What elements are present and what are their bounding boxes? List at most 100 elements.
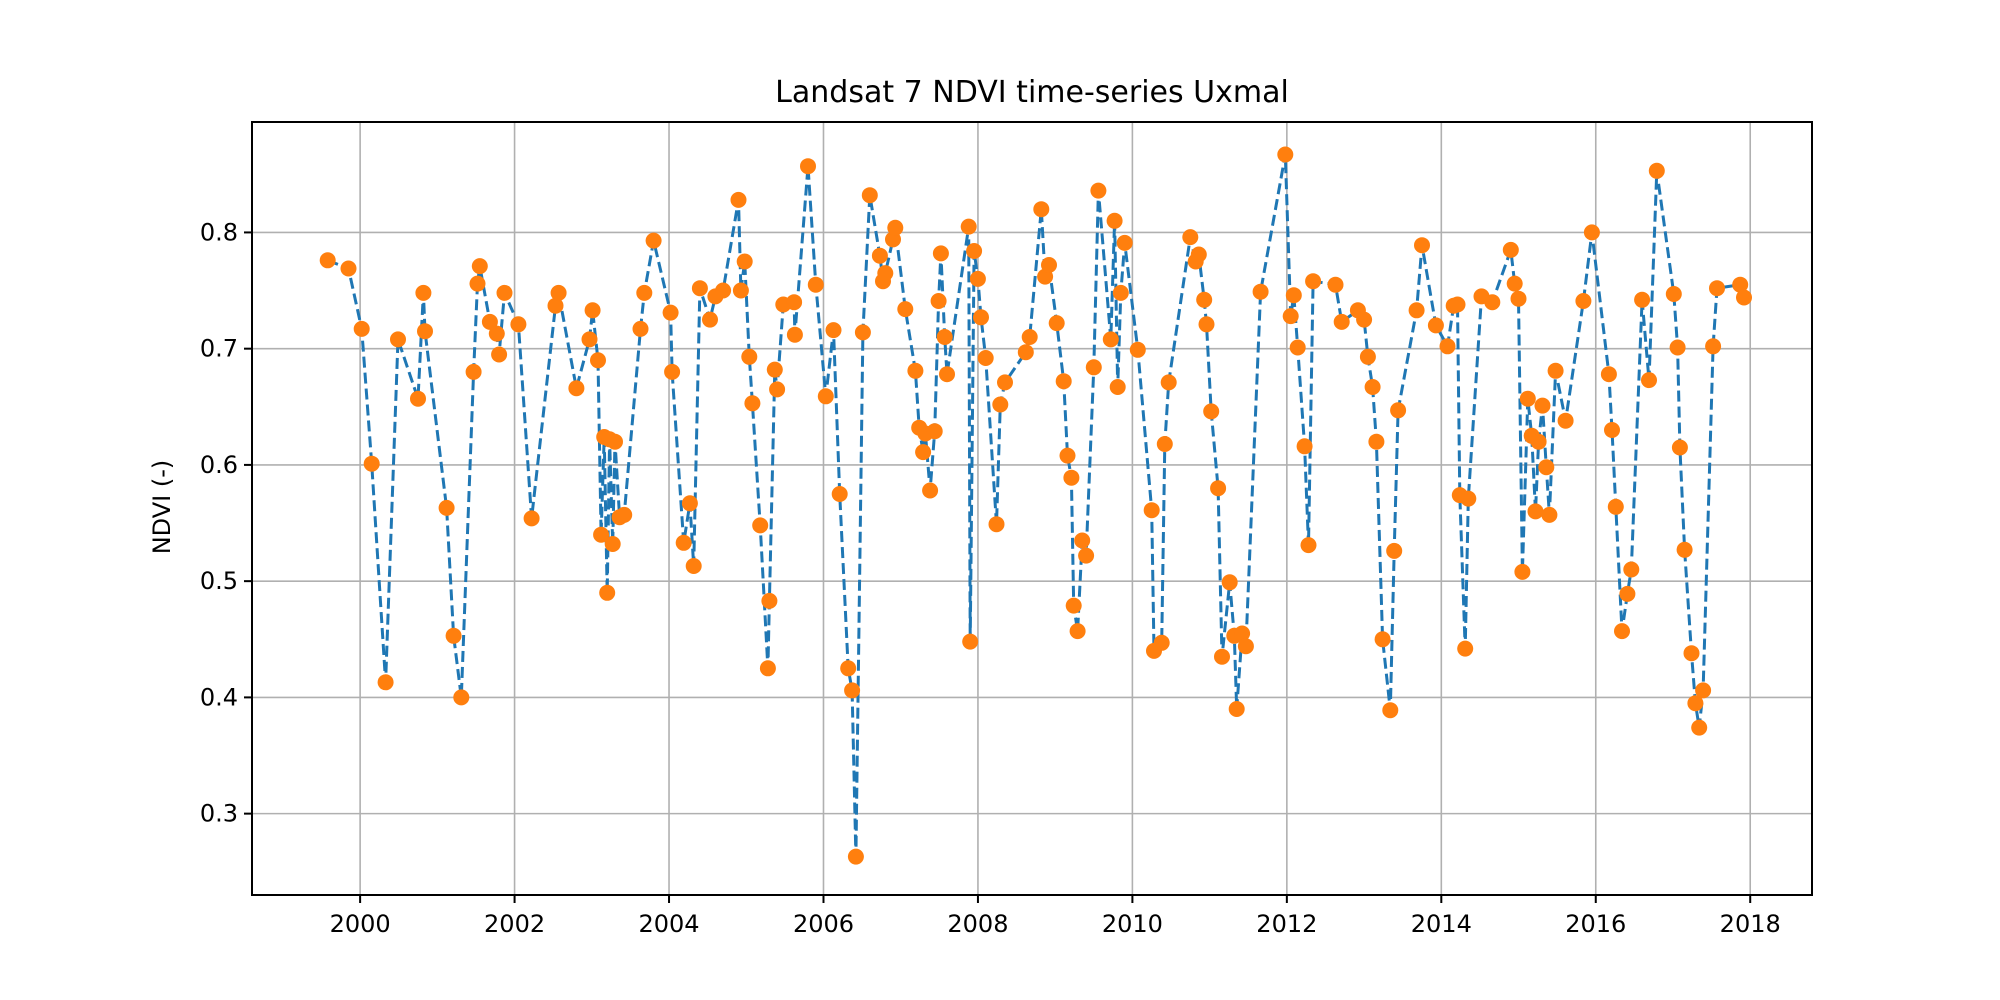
data-point [1510,290,1527,307]
data-point [1547,362,1564,379]
data-point [1607,498,1624,515]
data-point [662,304,679,321]
x-tick-label: 2004 [638,910,699,938]
data-point [1055,373,1072,390]
data-point [1541,506,1558,523]
data-point [1457,640,1474,657]
data-point [847,848,864,865]
data-point [1614,623,1630,640]
data-point [1683,645,1700,662]
data-point [1228,701,1245,717]
data-point [496,284,513,301]
data-point [800,158,816,175]
data-point [807,276,824,293]
data-point [599,584,616,601]
data-point [1695,682,1712,699]
data-point [1669,339,1686,356]
data-point [1196,291,1213,308]
data-point [1214,648,1230,665]
plot-frame [251,121,1813,896]
data-point [1736,289,1752,306]
data-point [471,258,488,275]
data-point [759,660,776,677]
data-point [1506,275,1523,292]
data-point [1368,433,1385,450]
chart-title: Landsat 7 NDVI time-series Uxmal [775,75,1289,110]
y-tick-label: 0.8 [200,218,238,246]
data-point [1109,379,1126,395]
data-point [1382,702,1399,719]
y-axis-label: NDVI (-) [148,460,176,555]
data-point [488,325,505,342]
data-point [932,245,949,262]
data-point [977,350,994,366]
data-point [584,302,601,319]
data-point [1604,422,1620,438]
data-point [363,455,380,472]
data-point [766,361,783,378]
data-point [1210,480,1227,497]
data-point [966,243,983,259]
data-point [1691,719,1708,736]
data-point [691,280,708,297]
data-point [786,326,803,343]
data-point [1687,695,1704,712]
data-point [1296,438,1313,455]
x-tick-label: 2000 [330,910,391,938]
data-point [685,558,702,574]
data-point [1106,212,1123,229]
data-point [1078,547,1095,564]
data-point [1364,379,1381,395]
data-point [664,363,681,380]
data-point [988,516,1005,533]
data-point [861,187,878,204]
x-tick-label: 2008 [947,910,1008,938]
data-point [973,309,989,326]
y-tick-label: 0.3 [200,800,238,828]
data-point [1305,273,1322,290]
data-point [1252,283,1269,300]
data-point [887,219,904,236]
data-point [1514,563,1531,580]
data-point [417,323,433,340]
data-point [1033,201,1050,218]
data-point [1160,374,1177,391]
data-point [1619,585,1636,602]
data-point [1289,339,1306,356]
y-tick-label: 0.7 [200,335,238,363]
data-point [1102,331,1119,348]
data-point [1676,541,1693,558]
data-point [550,284,567,301]
data-point [1021,329,1038,345]
data-point [1449,296,1466,313]
data-point [877,265,894,282]
data-point [1519,390,1536,407]
data-point [844,682,861,699]
data-point [1234,625,1251,642]
data-point [1527,503,1544,520]
data-point [1063,469,1080,486]
data-point [1583,224,1600,241]
data-point [825,322,842,339]
data-point [1017,344,1034,361]
data-point [604,536,621,552]
data-point [744,395,761,412]
data-point [1575,293,1592,309]
data-point [992,396,1009,413]
data-point [871,247,888,264]
data-point [616,506,633,523]
data-point [840,660,857,677]
data-point [1538,459,1555,476]
data-point [702,311,718,328]
data-point [1427,317,1444,334]
y-axis-ticks: 0.3 0.4 0.5 0.6 0.7 0.8 [200,218,252,828]
data-point [510,316,527,333]
data-point [1059,447,1076,464]
data-point [939,366,955,383]
data-point [581,331,598,348]
data-point [969,270,986,287]
data-point [1709,280,1725,297]
data-point [1221,574,1238,591]
data-point [1557,412,1574,429]
data-point [854,324,871,341]
